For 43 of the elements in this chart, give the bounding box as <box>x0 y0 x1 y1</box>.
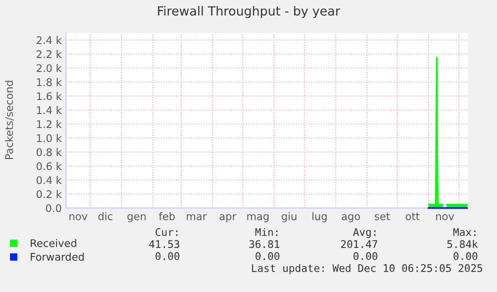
text: 5.84k <box>447 240 478 248</box>
x-tick-label: mag <box>247 214 269 222</box>
text: 41.53 <box>149 240 180 248</box>
x-tick-label: set <box>374 212 390 220</box>
x-tick-label: apr <box>220 214 236 222</box>
y-tick-label: 0.6 k <box>36 162 62 170</box>
text: 36.81 <box>249 240 280 248</box>
y-tick-label: 2.0 k <box>36 64 62 72</box>
text: 0.00 <box>256 252 280 260</box>
y-tick-label: 2.2 k <box>36 50 62 58</box>
y-tick-label: 1.0 k <box>37 134 62 142</box>
y-tick-label: 1.2 k <box>37 120 62 128</box>
x-tick-label: nov <box>436 214 454 220</box>
x-tick-label: nov <box>69 214 88 220</box>
y-tick-label: 1.8 k <box>37 78 62 86</box>
x-tick-label: giu <box>282 212 296 222</box>
text: 0.00 <box>454 252 478 260</box>
x-tick-label: dic <box>98 212 112 220</box>
text: Max: <box>453 228 476 236</box>
y-tick-label: 0.2 k <box>36 190 62 198</box>
text: Min: <box>255 228 278 236</box>
chart-title: Firewall Throughput - by year <box>158 6 340 18</box>
text: 0.00 <box>156 252 180 260</box>
text: 0.00 <box>354 252 378 260</box>
y-tick-label: 1.6 k <box>37 92 62 100</box>
y-axis-title: Packets/second <box>4 80 14 160</box>
x-tick-label: feb <box>158 212 175 220</box>
text: Cur: <box>156 228 178 236</box>
y-tick-label: 1.4 k <box>37 106 62 114</box>
text: Avg: <box>353 228 376 238</box>
x-tick-label: mar <box>186 214 207 220</box>
x-tick-label: ott <box>406 212 420 220</box>
x-tick-label: ago <box>342 214 360 222</box>
y-tick-label: 0.8 k <box>36 148 62 156</box>
y-tick-label: 2.4 k <box>36 36 62 44</box>
text: Last update: Wed Dec 10 06:25:05 2025 <box>252 264 482 274</box>
text: 201.47 <box>341 240 378 248</box>
legend-label: Received <box>30 239 76 248</box>
legend-label: Forwarded <box>30 252 84 261</box>
y-tick-label: 0.4 k <box>36 176 62 184</box>
x-tick-label: lug <box>312 212 327 222</box>
y-tick-label: 0.0 <box>46 204 62 212</box>
x-tick-label: gen <box>127 214 146 222</box>
